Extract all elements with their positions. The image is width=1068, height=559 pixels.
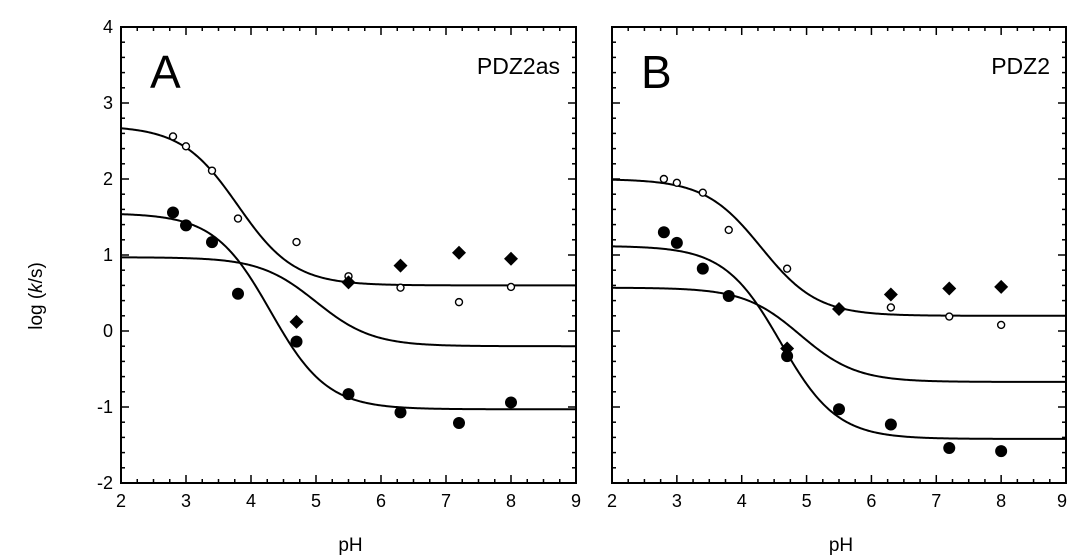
data-point-open-circle (292, 237, 301, 247)
data-point-filled-circle (657, 226, 670, 239)
panel-title: PDZ2 (991, 53, 1050, 79)
data-point-filled-circle (943, 442, 956, 455)
data-point-filled-circle (670, 236, 683, 249)
x-tick-label: 7 (441, 491, 451, 511)
x-tick-label: 4 (737, 491, 747, 511)
x-tick-label: 5 (802, 491, 812, 511)
y-tick-label: -2 (97, 473, 113, 493)
x-tick-label: 2 (607, 491, 617, 511)
y-tick-label: -1 (97, 397, 113, 417)
x-tick-label: 3 (181, 491, 191, 511)
data-point-filled-diamond (504, 251, 518, 266)
x-axis-title: pH (829, 535, 853, 556)
x-axis-title: pH (338, 535, 362, 556)
data-point-open-circle (207, 166, 217, 175)
data-point-filled-circle (167, 206, 179, 219)
y-tick-label: 2 (103, 169, 113, 189)
y-tick-label: 4 (103, 17, 113, 37)
panel-label: A (150, 46, 181, 98)
data-point-filled-diamond (341, 275, 356, 290)
panel-b: 2 3 4 5 6 7 8 9 pH B PDZ2 (607, 26, 1067, 556)
y-tick-label: 3 (103, 93, 113, 113)
data-point-filled-circle (505, 396, 517, 409)
x-tick-label: 2 (116, 491, 126, 511)
y-tick-label: 0 (103, 321, 113, 341)
data-point-open-circle (945, 312, 954, 321)
data-point-open-circle (233, 214, 243, 223)
x-tick-label: 4 (246, 491, 256, 511)
plot-frame-a (120, 26, 577, 484)
data-point-open-circle (181, 142, 191, 151)
data-point-open-circle (168, 132, 178, 141)
data-point-filled-circle (995, 445, 1008, 458)
panel-a: 2 3 4 5 6 7 8 9 -2 -1 0 1 2 3 4 pH A PDZ2as (97, 17, 581, 556)
x-tick-label: 5 (311, 491, 321, 511)
data-point-open-circle (996, 320, 1006, 330)
x-tick-label: 8 (506, 491, 516, 511)
data-point-filled-circle (833, 403, 845, 416)
data-point-filled-diamond (289, 314, 304, 329)
data-point-open-circle (886, 303, 896, 312)
data-point-filled-circle (722, 290, 735, 303)
data-point-filled-circle (232, 287, 244, 300)
fit-curve-3 (121, 256, 576, 348)
data-point-open-circle (698, 188, 707, 197)
x-tick-label: 9 (1057, 491, 1067, 511)
data-point-open-circle (396, 283, 405, 292)
x-tick-label: 7 (931, 491, 941, 511)
data-point-filled-diamond (832, 301, 846, 316)
data-point-filled-diamond (942, 281, 957, 296)
data-point-filled-circle (290, 335, 303, 348)
data-point-filled-circle (696, 262, 709, 275)
x-tick-label: 9 (571, 491, 581, 511)
data-point-filled-circle (884, 418, 897, 431)
data-point-filled-circle (180, 219, 192, 232)
data-point-filled-diamond (994, 279, 1009, 294)
panel-label: B (641, 46, 672, 98)
y-tick-label: 1 (103, 245, 113, 265)
data-point-open-circle (454, 297, 464, 307)
panel-title: PDZ2as (477, 53, 560, 79)
data-point-open-circle (724, 225, 733, 235)
fit-curve-2 (120, 213, 576, 411)
fit-curve-2 (611, 245, 1066, 440)
data-point-filled-circle (453, 416, 465, 429)
data-point-filled-circle (781, 350, 794, 363)
x-tick-label: 8 (996, 491, 1006, 511)
data-point-filled-circle (394, 406, 407, 419)
x-tick-label: 6 (866, 491, 876, 511)
x-tick-label: 6 (376, 491, 386, 511)
data-point-filled-diamond (452, 245, 466, 260)
data-point-filled-diamond (393, 258, 408, 273)
data-point-filled-circle (206, 236, 218, 249)
data-point-filled-diamond (883, 287, 898, 302)
y-axis-title: log (k/s) (26, 262, 47, 330)
data-point-filled-circle (342, 388, 355, 401)
data-point-open-circle (672, 178, 682, 188)
data-point-open-circle (782, 264, 792, 273)
x-tick-label: 3 (672, 491, 682, 511)
data-point-filled-diamond (780, 341, 795, 356)
fit-curve-3 (612, 286, 1066, 383)
data-point-open-circle (506, 282, 516, 292)
data-point-open-circle (659, 174, 669, 184)
